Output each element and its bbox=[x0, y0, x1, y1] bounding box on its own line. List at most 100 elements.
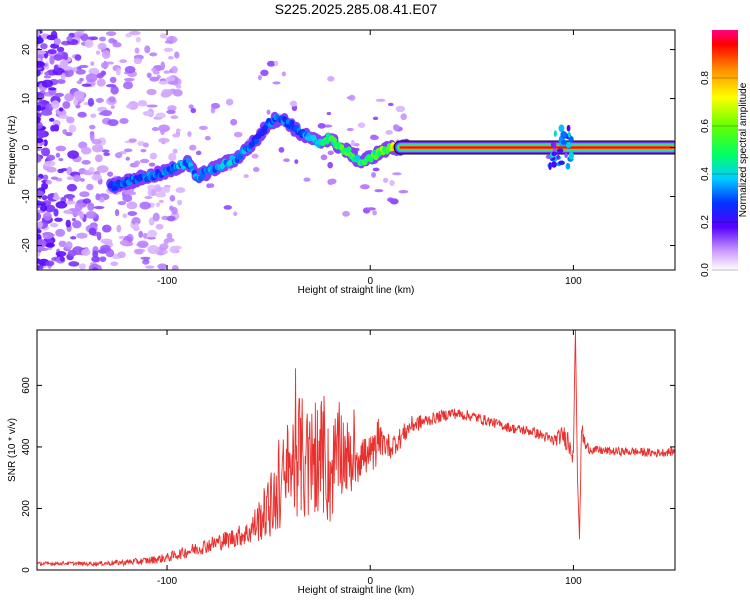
snr-y-label: SNR (10 * v/v) bbox=[7, 418, 18, 482]
noise-blob bbox=[166, 109, 176, 115]
noise-blob bbox=[257, 74, 262, 81]
noise-blob bbox=[44, 71, 50, 76]
noise-blob bbox=[42, 212, 52, 221]
noise-blob bbox=[162, 250, 168, 254]
noise-blob bbox=[41, 182, 49, 190]
disturbance-blob bbox=[567, 131, 571, 138]
noise-blob bbox=[79, 211, 85, 220]
noise-blob bbox=[37, 50, 47, 55]
y-tick-label: 200 bbox=[21, 500, 32, 517]
noise-blob bbox=[45, 260, 55, 267]
noise-blob bbox=[158, 80, 169, 85]
colorbar-tick-label: 0.8 bbox=[700, 71, 711, 85]
noise-blob bbox=[159, 33, 168, 39]
noise-blob bbox=[37, 265, 41, 270]
noise-blob bbox=[119, 239, 129, 246]
colorbar-gradient bbox=[712, 30, 738, 270]
noise-blob bbox=[81, 248, 91, 256]
noise-blob bbox=[233, 131, 243, 138]
noise-blob bbox=[398, 190, 409, 194]
spectrogram-y-label: Frequency (Hz) bbox=[7, 116, 18, 185]
noise-blob bbox=[155, 223, 164, 230]
noise-blob bbox=[88, 227, 97, 236]
noise-blob bbox=[92, 267, 99, 270]
noise-blob bbox=[54, 217, 63, 222]
noise-blob bbox=[327, 161, 334, 169]
noise-blob bbox=[79, 191, 90, 198]
noise-blob bbox=[96, 78, 106, 87]
noise-blob bbox=[326, 111, 332, 116]
noise-blob bbox=[96, 165, 109, 173]
y-tick-label: 0 bbox=[21, 567, 32, 573]
noise-blob bbox=[57, 168, 64, 174]
snr-y-ticks: 0 200 400 600 bbox=[21, 377, 675, 573]
noise-blob bbox=[55, 251, 67, 257]
disturbance-blob bbox=[551, 161, 557, 168]
noise-blob bbox=[385, 129, 393, 135]
noise-blob bbox=[260, 69, 269, 77]
noise-blob bbox=[37, 251, 41, 257]
noise-blob bbox=[64, 209, 72, 214]
noise-blob bbox=[95, 50, 101, 55]
noise-blob bbox=[55, 145, 67, 152]
disturbance-blob bbox=[565, 162, 571, 170]
noise-blob bbox=[128, 30, 141, 36]
noise-blob bbox=[161, 89, 174, 97]
noise-blob bbox=[37, 116, 41, 124]
disturbance-blob bbox=[550, 141, 555, 148]
noise-blob bbox=[37, 259, 47, 266]
ridge-core bbox=[346, 146, 352, 153]
noise-blob bbox=[169, 205, 174, 211]
noise-blob bbox=[116, 224, 122, 233]
noise-blob bbox=[223, 205, 232, 210]
noise-blob bbox=[175, 187, 186, 194]
noise-blob bbox=[389, 179, 395, 187]
snr-x-ticks: -100 0 100 bbox=[157, 330, 582, 587]
noise-blob bbox=[144, 195, 153, 200]
noise-blob bbox=[274, 60, 279, 67]
noise-blob bbox=[114, 209, 120, 217]
y-tick-label: 600 bbox=[21, 377, 32, 394]
noise-blob bbox=[125, 33, 132, 38]
noise-blob bbox=[122, 213, 128, 219]
noise-blob bbox=[89, 132, 95, 142]
noise-blob bbox=[101, 50, 111, 59]
noise-blob bbox=[37, 155, 42, 163]
noise-blob bbox=[174, 51, 180, 59]
noise-blob bbox=[45, 179, 53, 185]
spectrogram-noise bbox=[37, 30, 410, 270]
noise-blob bbox=[195, 150, 202, 156]
spectrogram-x-ticks: -100 0 100 bbox=[157, 30, 582, 287]
noise-blob bbox=[41, 147, 51, 157]
y-tick-label: 20 bbox=[21, 44, 32, 56]
spectrogram-x-label: Height of straight line (km) bbox=[298, 285, 415, 296]
noise-blob bbox=[303, 177, 311, 182]
noise-blob bbox=[80, 178, 85, 182]
disturbance-blob bbox=[551, 151, 558, 157]
noise-blob bbox=[158, 199, 164, 203]
noise-blob bbox=[387, 102, 394, 107]
noise-blob bbox=[37, 228, 42, 234]
noise-blob bbox=[106, 31, 117, 37]
noise-blob bbox=[103, 152, 111, 157]
noise-blob bbox=[58, 114, 69, 119]
noise-blob bbox=[56, 46, 65, 53]
noise-blob bbox=[328, 178, 337, 185]
noise-blob bbox=[374, 189, 384, 193]
ridge-core bbox=[238, 153, 244, 160]
noise-blob bbox=[101, 224, 112, 233]
noise-blob bbox=[204, 135, 211, 141]
noise-blob bbox=[59, 60, 69, 68]
noise-blob bbox=[95, 193, 101, 201]
noise-blob bbox=[134, 222, 139, 230]
noise-blob bbox=[252, 166, 260, 173]
noise-blob bbox=[143, 257, 149, 262]
noise-blob bbox=[72, 246, 84, 255]
noise-blob bbox=[58, 107, 64, 112]
noise-blob bbox=[99, 256, 107, 262]
noise-blob bbox=[92, 144, 104, 153]
noise-blob bbox=[126, 201, 138, 210]
noise-blob bbox=[225, 98, 234, 106]
noise-blob bbox=[37, 177, 42, 181]
noise-blob bbox=[353, 143, 360, 147]
